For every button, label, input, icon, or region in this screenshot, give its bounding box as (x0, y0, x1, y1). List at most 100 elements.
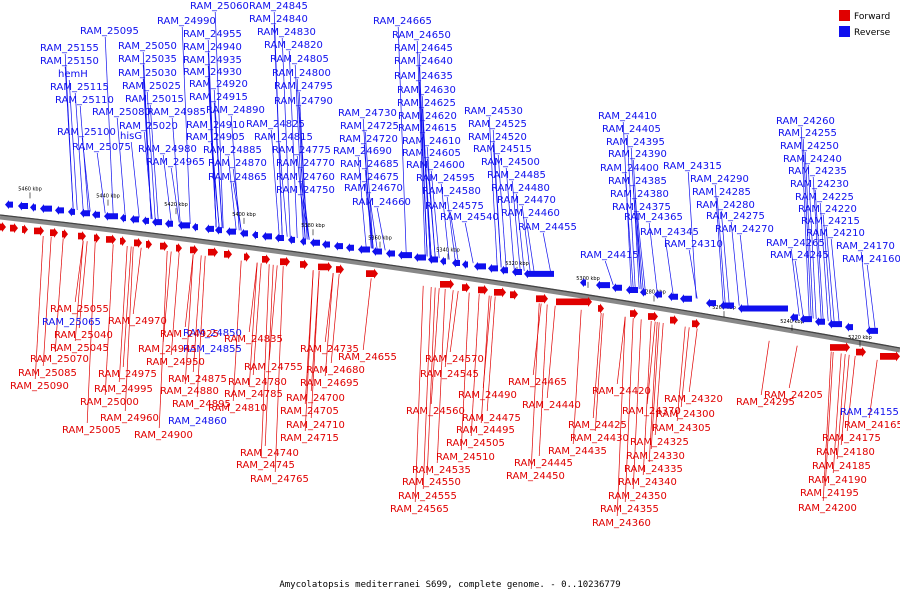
reverse-gene-label: RAM_25110 (55, 95, 114, 106)
reverse-gene-leader (515, 193, 525, 271)
reverse-gene-label: RAM_25150 (40, 56, 99, 67)
reverse-gene-arrow (845, 322, 853, 332)
reverse-gene-leader (278, 142, 288, 237)
forward-gene-label: RAM_24445 (514, 458, 573, 469)
forward-gene-label: RAM_24355 (600, 504, 659, 515)
forward-gene-label: RAM_24975 (98, 369, 157, 380)
reverse-gene-label: RAM_24455 (518, 222, 577, 233)
reverse-gene-label: RAM_24345 (640, 227, 699, 238)
forward-gene-leader (572, 309, 582, 445)
scale-tick: 5280 kbp (642, 289, 666, 302)
reverse-gene-arrow (462, 260, 468, 270)
reverse-gene-label: RAM_24760 (276, 172, 335, 183)
forward-gene-label: RAM_24880 (160, 386, 219, 397)
forward-gene-arrow (648, 311, 658, 322)
reverse-gene-arrow (300, 236, 306, 246)
forward-gene-arrow (62, 229, 68, 240)
forward-gene-label: RAM_24695 (300, 378, 359, 389)
forward-gene-leader (422, 286, 432, 490)
forward-gene-label: RAM_24740 (240, 448, 299, 459)
reverse-gene-leader (397, 26, 407, 254)
reverse-gene-leader (648, 222, 658, 293)
scale-tick-label: 5460 kbp (18, 186, 42, 192)
reverse-gene-leader (288, 50, 298, 239)
reverse-gene-label: RAM_24230 (790, 179, 849, 190)
forward-gene-label: RAM_24420 (592, 386, 651, 397)
reverse-gene-arrow (322, 239, 330, 249)
forward-gene-leader (760, 340, 770, 396)
reverse-gene-arrow (398, 250, 412, 260)
forward-gene-label: RAM_24165 (844, 420, 900, 431)
forward-gene-arrow (160, 241, 168, 252)
reverse-gene-leader (426, 158, 436, 258)
forward-gene-leader (846, 355, 856, 432)
reverse-gene-label: RAM_24595 (416, 173, 475, 184)
forward-gene-label: RAM_24440 (522, 400, 581, 411)
reverse-gene-leader (364, 182, 374, 249)
legend-forward-swatch (839, 10, 850, 21)
forward-gene-arrow (78, 231, 86, 242)
reverse-gene-label: RAM_24650 (392, 30, 451, 41)
reverse-gene-leader (730, 221, 740, 306)
forward-gene-label: RAM_24490 (458, 390, 517, 401)
reverse-gene-label: RAM_24935 (183, 55, 242, 66)
scale-tick: 5380 kbp (301, 223, 325, 236)
reverse-gene-leader (181, 26, 191, 224)
scale-tick-label: 5280 kbp (642, 289, 666, 295)
reverse-gene-label: RAM_24640 (394, 56, 453, 67)
reverse-gene-leader (505, 167, 515, 270)
forward-gene-arrow (856, 347, 866, 358)
reverse-gene-arrow (680, 294, 692, 304)
reverse-gene-label: RAM_24630 (397, 85, 456, 96)
reverse-gene-label: RAM_24665 (373, 16, 432, 27)
forward-gene-label: RAM_24185 (812, 461, 871, 472)
legend-forward-label: Forward (854, 12, 890, 22)
reverse-gene-arrow (226, 227, 236, 237)
reverse-gene-label: RAM_25100 (57, 127, 116, 138)
reverse-gene-leader (74, 92, 84, 211)
forward-gene-label: RAM_24200 (798, 503, 857, 514)
reverse-gene-leader (825, 226, 835, 323)
reverse-gene-leader (626, 134, 636, 289)
reverse-gene-label: RAM_24310 (664, 239, 723, 250)
reverse-gene-leader (357, 156, 367, 248)
genome-backbone (0, 214, 900, 353)
reverse-gene-leader (430, 170, 440, 259)
reverse-gene-arrow (474, 261, 486, 271)
reverse-gene-leader (814, 189, 824, 321)
reverse-gene-leader (81, 137, 91, 212)
reverse-gene-label: RAM_24890 (206, 105, 265, 116)
reverse-gene-arrow (386, 248, 395, 258)
forward-gene-arrow (10, 223, 18, 234)
reverse-gene-label: RAM_24235 (788, 166, 847, 177)
forward-gene-label: RAM_24545 (420, 369, 479, 380)
forward-gene-leader (54, 238, 64, 353)
forward-gene-leader (184, 254, 194, 385)
reverse-gene-label: RAM_24720 (339, 134, 398, 145)
forward-gene-leader (648, 321, 658, 463)
forward-gene-leader (426, 287, 436, 476)
forward-gene-label: RAM_24950 (146, 357, 205, 368)
forward-gene-leader (594, 313, 604, 432)
forward-gene-leader (624, 318, 634, 503)
reverse-gene-label: RAM_24410 (598, 111, 657, 122)
reverse-gene-arrow (240, 228, 248, 238)
reverse-gene-leader (281, 37, 291, 238)
reverse-gene-arrow (5, 200, 13, 210)
reverse-gene-arrow (828, 319, 842, 329)
forward-gene-leader (362, 278, 372, 351)
reverse-gene-label: RAM_24600 (406, 160, 465, 171)
reverse-gene-label: RAM_24830 (257, 27, 316, 38)
reverse-gene-label: RAM_24400 (600, 163, 659, 174)
forward-gene-leader (654, 322, 664, 436)
reverse-gene-label: RAM_24245 (770, 250, 829, 261)
forward-gene-leader (196, 255, 206, 398)
reverse-gene-label: RAM_24225 (795, 192, 854, 203)
scale-tick-label: 5360 kbp (368, 236, 392, 242)
reverse-gene-leader (630, 147, 640, 290)
reverse-gene-leader (604, 260, 614, 285)
forward-gene-leader (42, 236, 52, 367)
forward-gene-label: RAM_24705 (280, 406, 339, 417)
reverse-gene-label: RAM_24910 (186, 120, 245, 131)
forward-gene-label: RAM_24875 (168, 374, 227, 385)
